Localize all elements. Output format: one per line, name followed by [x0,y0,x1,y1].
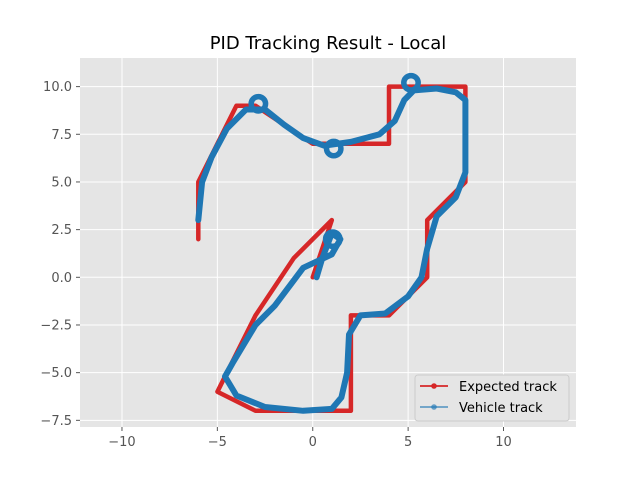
vehicle-track-loop [323,138,344,159]
y-tick-label: −5.0 [40,366,72,381]
vehicle-track-loop [248,93,269,114]
y-tick-label: 7.5 [51,128,72,143]
legend: Expected track Vehicle track [414,374,570,422]
legend-label-expected: Expected track [459,380,557,395]
x-tick-label: 10 [495,435,512,450]
vehicle-track-line [195,85,469,414]
legend-marker-expected [431,383,437,389]
legend-label-vehicle: Vehicle track [459,401,543,416]
y-tick-label: 10.0 [43,80,72,95]
y-tick-label: −7.5 [40,414,72,429]
vehicle-track-loop [401,72,421,93]
chart-title: PID Tracking Result - Local [210,33,447,54]
y-tick-label: 0.0 [51,271,72,286]
y-tick-label: −2.5 [40,318,72,333]
x-tick-label: −5 [208,435,227,450]
x-tick-label: 0 [309,435,317,450]
series-layer [195,72,469,414]
axis-ticks: −10 −5 0 5 10 −7.5 −5.0 −2.5 0.0 2.5 5.0 7.5 10.0 [40,80,511,450]
vehicle-track-loop [322,229,343,250]
x-tick-label: 5 [404,435,412,450]
y-tick-label: 2.5 [51,223,72,238]
y-tick-label: 5.0 [51,175,72,190]
legend-box [414,374,570,422]
legend-marker-vehicle [431,404,437,410]
x-tick-label: −10 [108,435,135,450]
